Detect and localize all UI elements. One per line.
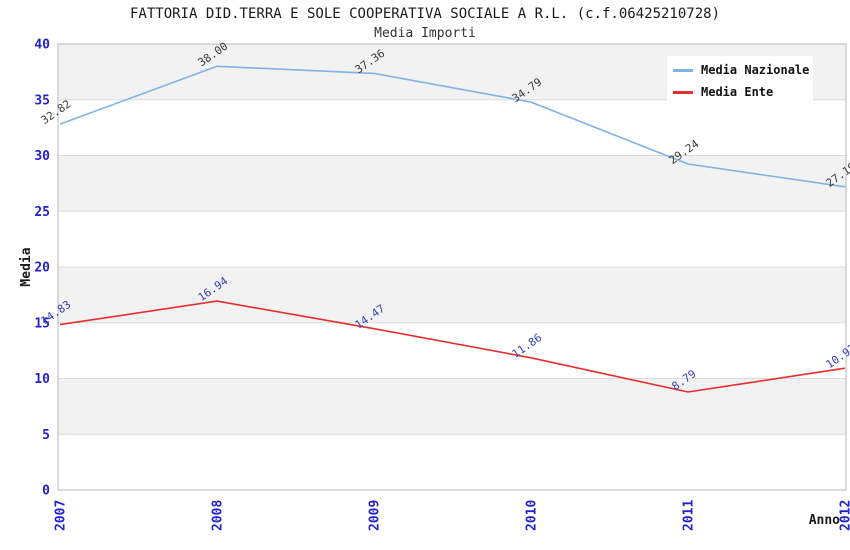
legend-label-media-ente: Media Ente	[701, 85, 774, 99]
x-tick-label: 2010	[525, 500, 540, 531]
legend: Media Nazionale Media Ente	[667, 56, 813, 106]
series-line-media-ente	[59, 300, 846, 393]
chart-title: FATTORIA DID.TERRA E SOLE COOPERATIVA SO…	[129, 6, 720, 22]
plot-band	[58, 322, 846, 379]
x-tick-label: 2011	[682, 500, 697, 531]
plot-band	[58, 211, 846, 267]
y-axis-title: Media	[19, 247, 34, 286]
y-tick-label: 10	[34, 372, 50, 387]
y-tick-label: 35	[34, 93, 50, 108]
legend-swatch-media-nazionale	[673, 68, 693, 72]
legend-label-media-nazionale: Media Nazionale	[701, 63, 810, 77]
legend-swatch-media-ente	[673, 90, 693, 94]
x-axis-title: Anno	[809, 513, 840, 528]
plot-band	[58, 378, 846, 435]
y-tick-label: 30	[34, 149, 50, 164]
x-tick-label: 2012	[839, 500, 850, 531]
y-tick-label: 0	[42, 484, 50, 499]
y-tick-label: 40	[34, 38, 50, 53]
plot-band	[58, 434, 846, 490]
legend-item-media-nazionale: Media Nazionale	[673, 63, 810, 77]
x-tick-label: 2009	[368, 500, 383, 531]
plot-frame	[57, 43, 847, 491]
plot-band	[58, 267, 846, 323]
y-tick-label: 15	[34, 316, 50, 331]
x-tick-label: 2008	[211, 500, 226, 531]
y-tick-label: 5	[42, 428, 50, 443]
y-tick-label: 25	[34, 205, 50, 220]
legend-item-media-ente: Media Ente	[673, 85, 807, 99]
x-tick-label: 2007	[54, 500, 69, 531]
y-tick-label: 20	[34, 261, 50, 276]
chart-subtitle: Media Importi	[374, 26, 476, 41]
plot-band	[58, 99, 846, 156]
plot-band	[58, 155, 846, 212]
series-line-media-nazionale	[59, 65, 846, 188]
